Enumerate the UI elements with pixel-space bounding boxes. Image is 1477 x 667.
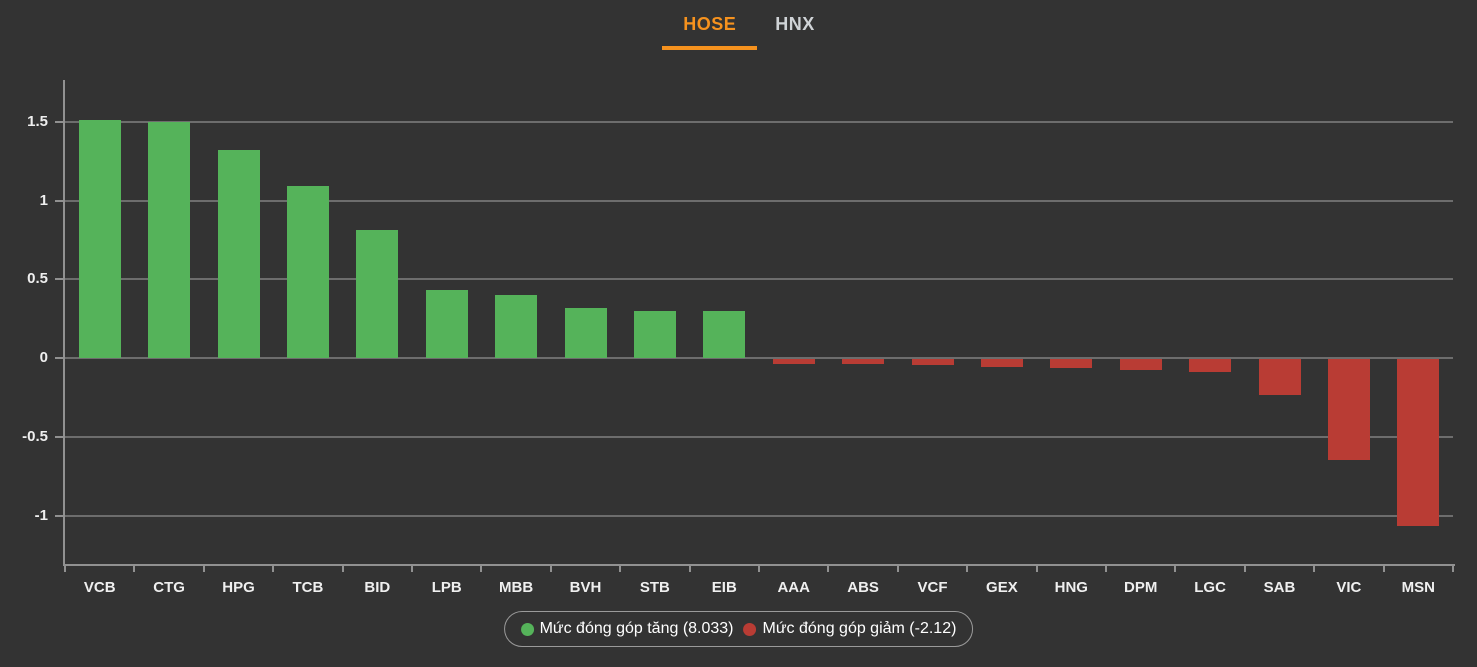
bar-eib[interactable] (703, 311, 746, 358)
x-axis-tick (1035, 564, 1038, 572)
legend-label-decrease: Mức đóng góp giảm (-2.12) (762, 620, 957, 637)
bar-vcb[interactable] (78, 120, 121, 358)
bar-lpb[interactable] (425, 290, 468, 358)
x-axis-label-eib: EIB (711, 579, 737, 596)
x-axis-tick (619, 564, 622, 572)
y-axis-tick (55, 120, 65, 123)
x-axis-label-lpb: LPB (431, 579, 462, 596)
gridline (65, 120, 1453, 123)
bar-tcb[interactable] (286, 186, 329, 358)
legend-label-increase: Mức đóng góp tăng (8.033) (539, 620, 734, 637)
x-axis-tick (1452, 564, 1454, 572)
y-axis-tick (55, 357, 65, 359)
x-axis-line (63, 564, 1455, 566)
y-axis-label: 0.5 (27, 270, 48, 288)
bar-mbb[interactable] (495, 295, 538, 358)
x-axis-label-mbb: MBB (499, 579, 534, 596)
y-axis-line (63, 80, 65, 566)
x-axis-label-hpg: HPG (222, 579, 255, 596)
x-axis-tick (1313, 564, 1316, 572)
bar-aaa[interactable] (772, 359, 815, 364)
bar-vcf[interactable] (911, 359, 954, 365)
y-axis-label: 1.5 (27, 112, 48, 130)
x-axis-label-tcb: TCB (292, 579, 324, 596)
tab-hose[interactable]: HOSE (662, 14, 758, 50)
y-axis-label: 1 (39, 191, 48, 209)
chart-legend: Mức đóng góp tăng (8.033) Mức đóng góp gi… (503, 611, 974, 647)
y-axis-tick (55, 278, 65, 281)
exchange-tabs: HOSE HNX (0, 14, 1477, 50)
x-axis-label-dpm: DPM (1124, 579, 1158, 596)
x-axis-tick (411, 564, 413, 572)
x-axis-tick (688, 564, 691, 572)
x-axis-tick (1382, 564, 1385, 572)
x-axis-label-aaa: AAA (777, 579, 810, 596)
x-axis-label-vcb: VCB (83, 579, 116, 596)
x-axis-label-sab: SAB (1263, 579, 1296, 596)
x-axis-tick (133, 564, 136, 572)
legend-item-increase[interactable]: Mức đóng góp tăng (8.033) (520, 620, 734, 638)
x-axis-tick (1105, 564, 1107, 572)
x-axis-label-bid: BID (364, 579, 391, 596)
bar-hpg[interactable] (217, 150, 260, 358)
x-axis-label-lgc: LGC (1194, 579, 1226, 596)
y-axis-tick (55, 514, 65, 517)
gridline (65, 435, 1453, 438)
y-axis-tick (55, 435, 65, 438)
bar-sab[interactable] (1258, 359, 1301, 395)
bar-vic[interactable] (1327, 359, 1370, 460)
gridline (65, 199, 1453, 202)
bar-stb[interactable] (633, 311, 676, 358)
x-axis-label-gex: GEX (986, 579, 1018, 596)
x-axis-label-hng: HNG (1054, 579, 1088, 596)
bar-abs[interactable] (842, 359, 885, 364)
bar-ctg[interactable] (148, 122, 191, 358)
legend-marker-increase-icon (520, 622, 534, 636)
y-axis-label: -1 (34, 506, 48, 524)
bar-hng[interactable] (1050, 359, 1093, 368)
gridline (65, 357, 1453, 359)
bar-bvh[interactable] (564, 308, 607, 358)
tab-hnx[interactable]: HNX (775, 14, 815, 34)
bar-dpm[interactable] (1119, 359, 1162, 370)
y-axis-tick (55, 199, 65, 202)
x-axis-tick (549, 564, 552, 572)
x-axis-tick (480, 564, 483, 572)
x-axis-label-stb: STB (639, 579, 670, 596)
x-axis-label-ctg: CTG (153, 579, 185, 596)
gridline (65, 514, 1453, 517)
bar-gex[interactable] (980, 359, 1023, 367)
x-axis-tick (966, 564, 969, 572)
bar-msn[interactable] (1397, 359, 1440, 526)
legend-item-decrease[interactable]: Mức đóng góp giảm (-2.12) (743, 620, 957, 638)
x-axis-label-vcf: VCF (917, 579, 948, 596)
x-axis-label-abs: ABS (847, 579, 879, 596)
x-axis-tick (341, 564, 344, 572)
x-axis-label-bvh: BVH (569, 579, 602, 596)
bar-bid[interactable] (356, 230, 399, 358)
x-axis-label-msn: MSN (1401, 579, 1435, 596)
y-axis-label: 0 (39, 349, 48, 366)
x-axis-label-vic: VIC (1336, 579, 1362, 596)
y-axis-label: -0.5 (22, 427, 48, 445)
x-axis-tick (202, 564, 205, 572)
x-axis-tick (272, 564, 275, 572)
x-axis-tick (64, 564, 66, 572)
x-axis-tick (896, 564, 899, 572)
x-axis-tick (1174, 564, 1177, 572)
legend-marker-decrease-icon (743, 622, 757, 636)
x-axis-tick (758, 564, 760, 572)
gridline (65, 278, 1453, 281)
x-axis-tick (1243, 564, 1246, 572)
bar-lgc[interactable] (1189, 359, 1232, 372)
x-axis-tick (827, 564, 830, 572)
